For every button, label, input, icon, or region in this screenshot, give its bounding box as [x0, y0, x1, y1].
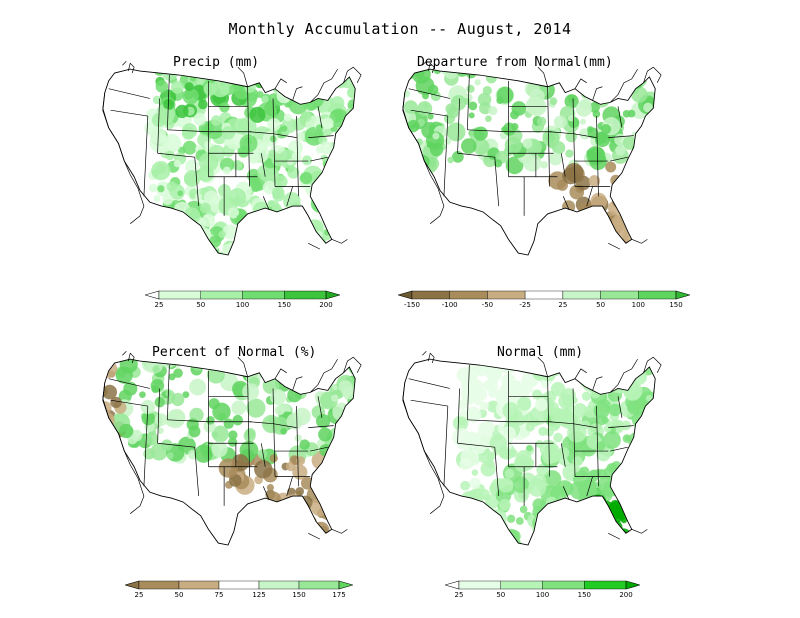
legend-tick-label: 100: [631, 301, 645, 309]
percent-legend-bar: [125, 580, 353, 590]
legend-tick-label: 100: [235, 301, 250, 309]
precip-map-panel: Precip (mm): [95, 55, 365, 275]
legend-tick-label: 175: [332, 591, 346, 599]
percent-map: [102, 351, 362, 546]
precip-legend-bar: [145, 290, 340, 300]
normal-map-panel: Normal (mm): [395, 345, 665, 565]
legend-tick-label: 125: [252, 591, 266, 599]
percent-map-panel: Percent of Normal (%): [95, 345, 365, 565]
legend-tick-label: -50: [481, 301, 494, 309]
departure-map: [402, 61, 662, 256]
legend-tick-label: 25: [154, 301, 164, 309]
legend-tick-label: -25: [519, 301, 531, 309]
departure-legend: -150 -100 -50 -25 25 50 100 150: [398, 290, 690, 312]
percent-map-title: Percent of Normal (%): [152, 345, 317, 360]
legend-tick-label: -100: [441, 301, 458, 309]
legend-tick-label: 25: [558, 301, 568, 309]
legend-tick-label: 50: [496, 591, 506, 599]
legend-tick-label: 150: [292, 591, 306, 599]
percent-legend: 25 50 75 125 150 175: [125, 580, 353, 602]
precip-legend: 25 50 100 150 200: [145, 290, 340, 312]
legend-tick-label: 200: [319, 301, 333, 309]
legend-tick-label: 100: [535, 591, 550, 599]
legend-tick-label: 75: [214, 591, 224, 599]
normal-map: [402, 351, 662, 546]
precip-map-title: Precip (mm): [173, 55, 260, 70]
legend-tick-label: 50: [196, 301, 206, 309]
legend-tick-label: 50: [596, 301, 606, 309]
legend-tick-label: -150: [404, 301, 420, 309]
legend-tick-label: 50: [174, 591, 184, 599]
legend-tick-label: 150: [277, 301, 291, 309]
legend-tick-label: 200: [619, 591, 633, 599]
legend-tick-label: 150: [669, 301, 683, 309]
normal-legend: 25 50 100 150 200: [445, 580, 640, 602]
departure-map-title: Departure from Normal(mm): [417, 55, 613, 70]
normal-map-title: Normal (mm): [497, 345, 584, 360]
normal-legend-bar: [445, 580, 640, 590]
legend-tick-label: 25: [134, 591, 144, 599]
precip-map: [102, 61, 362, 256]
figure-title: Monthly Accumulation -- August, 2014: [228, 20, 572, 38]
departure-map-panel: Departure from Normal(mm): [395, 55, 665, 275]
departure-legend-bar: [398, 290, 690, 300]
legend-tick-label: 25: [454, 591, 464, 599]
legend-tick-label: 150: [577, 591, 591, 599]
